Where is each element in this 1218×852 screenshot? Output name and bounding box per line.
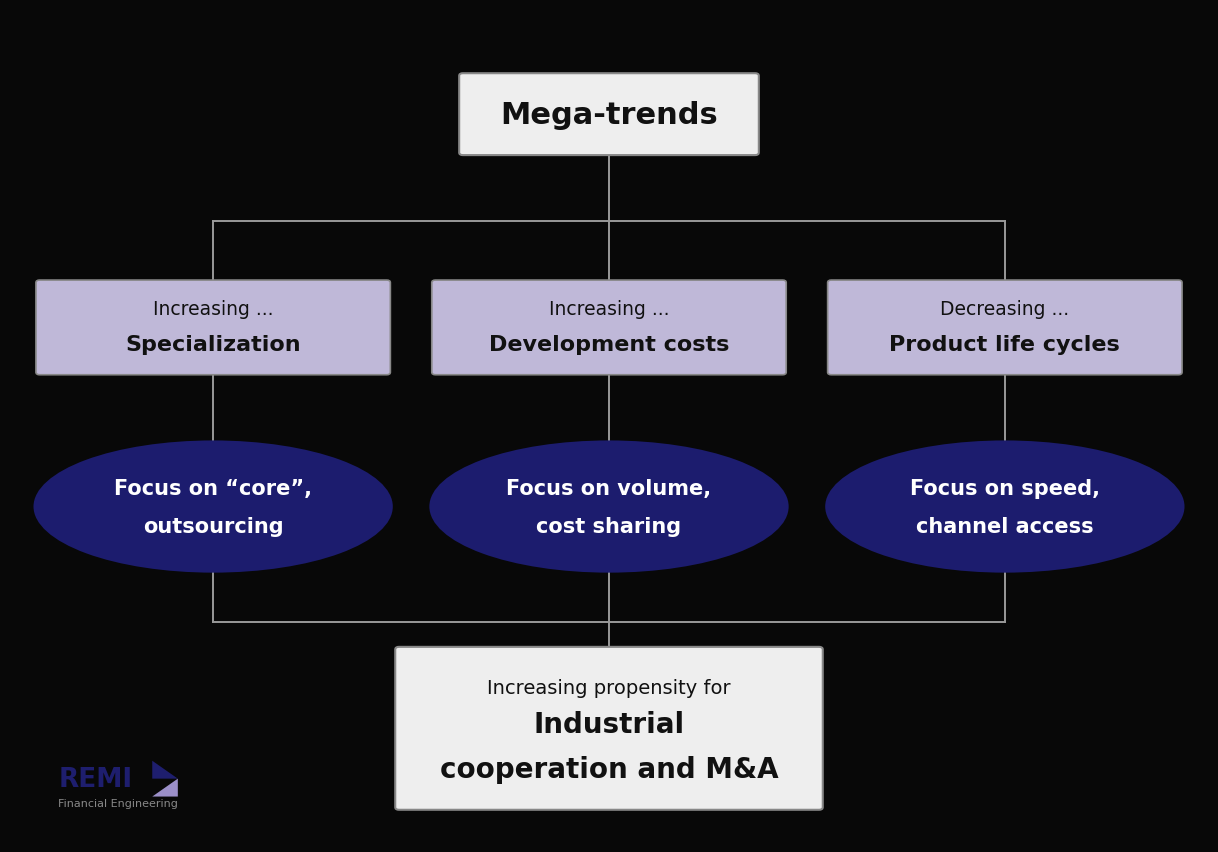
FancyBboxPatch shape — [459, 74, 759, 156]
Text: REMI: REMI — [58, 766, 133, 792]
Ellipse shape — [430, 441, 789, 573]
Text: Mega-trends: Mega-trends — [501, 101, 717, 130]
Text: outsourcing: outsourcing — [143, 516, 284, 537]
Polygon shape — [152, 779, 178, 797]
Ellipse shape — [825, 441, 1184, 573]
Text: Increasing propensity for: Increasing propensity for — [487, 678, 731, 697]
Text: cooperation and M&A: cooperation and M&A — [440, 756, 778, 783]
Text: Product life cycles: Product life cycles — [889, 335, 1121, 355]
Text: Increasing ...: Increasing ... — [549, 300, 669, 319]
Text: Focus on speed,: Focus on speed, — [910, 478, 1100, 498]
Text: cost sharing: cost sharing — [536, 516, 682, 537]
Text: Focus on volume,: Focus on volume, — [507, 478, 711, 498]
Text: Increasing ...: Increasing ... — [153, 300, 273, 319]
Ellipse shape — [33, 441, 392, 573]
FancyBboxPatch shape — [395, 648, 823, 809]
Polygon shape — [152, 761, 178, 779]
FancyBboxPatch shape — [828, 281, 1181, 375]
Text: Industrial: Industrial — [533, 711, 685, 738]
Text: Specialization: Specialization — [125, 335, 301, 355]
Text: Financial Engineering: Financial Engineering — [58, 798, 178, 809]
Text: Decreasing ...: Decreasing ... — [940, 300, 1069, 319]
FancyBboxPatch shape — [37, 281, 390, 375]
Text: Focus on “core”,: Focus on “core”, — [114, 478, 312, 498]
Text: channel access: channel access — [916, 516, 1094, 537]
FancyBboxPatch shape — [432, 281, 787, 375]
Text: Development costs: Development costs — [488, 335, 730, 355]
